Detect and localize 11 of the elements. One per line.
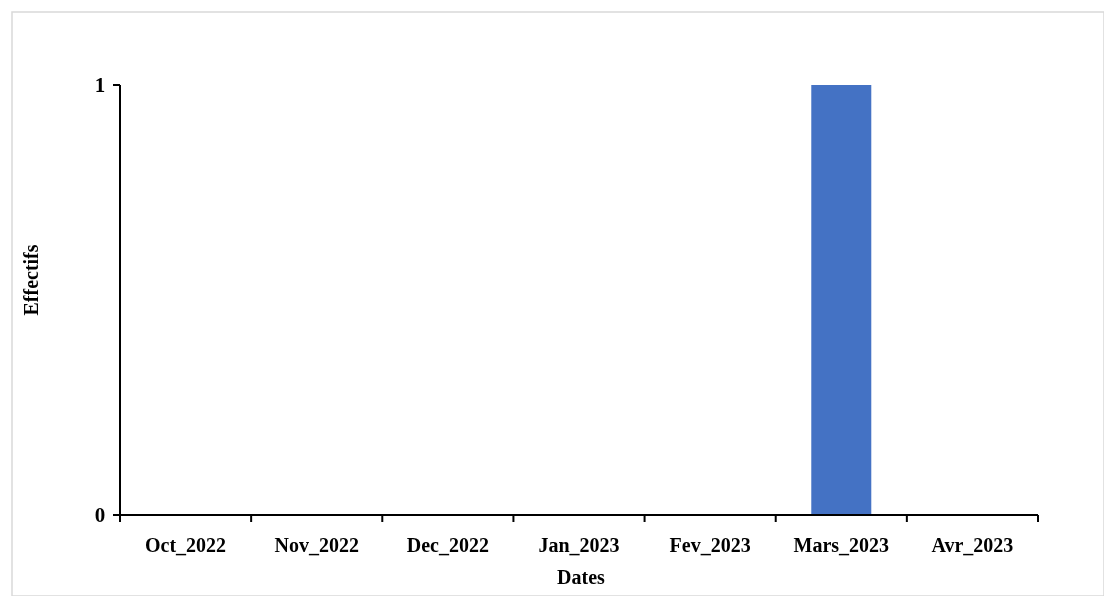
y-axis-title: Effectifs (20, 244, 42, 316)
x-tick-label: Nov_2022 (274, 534, 359, 556)
x-axis-title: Dates (557, 566, 606, 588)
x-tick-label: Fev_2023 (669, 534, 751, 556)
y-tick-label: 1 (94, 73, 106, 98)
x-tick-label: Jan_2023 (538, 534, 620, 556)
x-tick-label: Mars_2023 (793, 534, 890, 556)
x-tick-label: Oct_2022 (145, 534, 227, 556)
x-tick-label: Avr_2023 (931, 534, 1014, 556)
x-tick-label: Dec_2022 (406, 534, 489, 556)
y-tick-label: 0 (94, 503, 106, 528)
